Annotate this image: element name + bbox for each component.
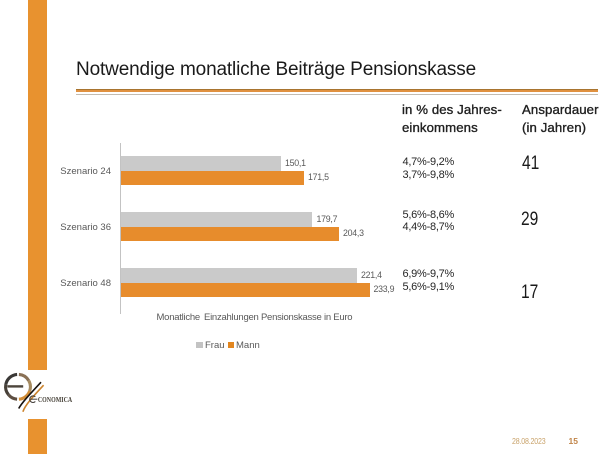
svg-text:CONOMICA: CONOMICA <box>38 395 73 404</box>
